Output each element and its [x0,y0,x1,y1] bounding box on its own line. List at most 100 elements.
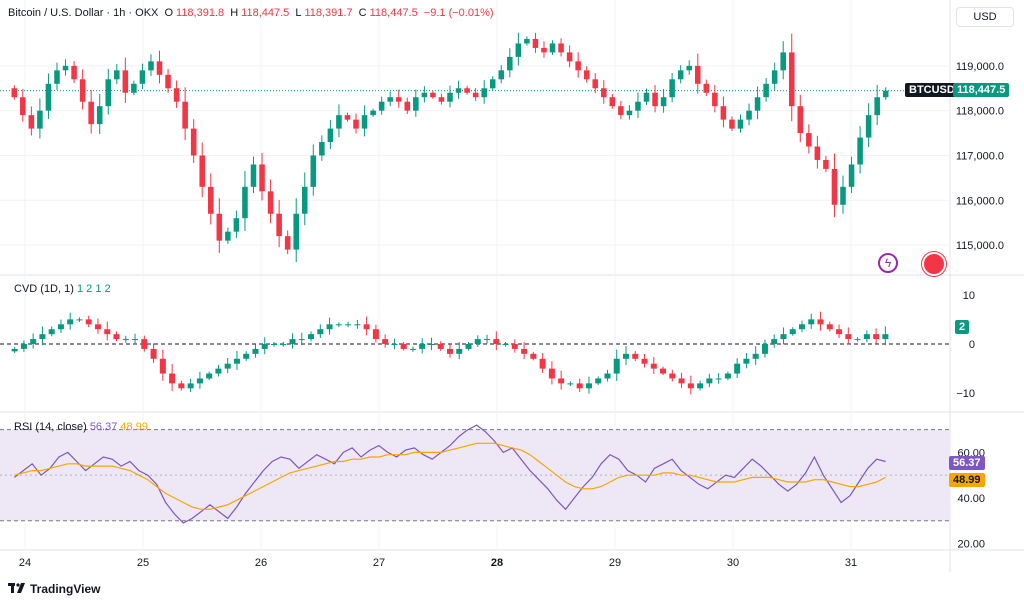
price-candle [575,61,581,71]
cvd-candle [484,339,491,341]
price-candle [848,164,855,187]
price-candle [242,186,248,219]
price-candle [481,88,487,98]
price-tick-label: 117,000.0 [956,150,1004,162]
price-candle [507,56,513,71]
cvd-candle [428,344,435,345]
price-candle [378,101,385,111]
rsi-ma-value: 48.99 [120,421,148,433]
rsi-value: 56.37 [89,421,118,433]
price-candle [447,92,453,102]
cvd-label[interactable]: CVD (1D, 1) [14,283,74,295]
cvd-candle [67,319,74,325]
cvd-candle [697,383,704,389]
price-candle [190,128,197,156]
us-flag-icon[interactable] [922,252,946,276]
cvd-candle [400,344,407,349]
price-candle [823,159,829,169]
cvd-candle [196,378,203,384]
price-candle [618,106,624,116]
price-candle [464,88,470,93]
low-value: 118,391.7 [304,7,353,19]
open-value: 118,391.8 [176,7,225,19]
cvd-candle [150,348,157,359]
cvd-candle [20,344,27,349]
cvd-tick-label: 10 [963,290,975,302]
price-candle [609,97,616,107]
rsi-tick-label: 20.00 [957,538,985,550]
price-candle [865,115,872,138]
cvd-candle [437,344,444,349]
cvd-candle [30,339,37,344]
cvd-candle [289,339,296,344]
price-candle [515,43,522,57]
price-candle [541,47,547,53]
cvd-candle [94,324,102,330]
cvd-candle [548,368,555,379]
price-candle [336,115,342,129]
cvd-candle [687,383,694,389]
price-candle [652,92,658,107]
cvd-candle [252,348,259,354]
cvd-candle [391,344,398,345]
price-candle [703,83,710,93]
price-candle [601,88,607,98]
close-label: C [358,7,367,19]
cvd-candle [585,383,592,389]
price-candle [626,110,633,116]
price-candles [11,32,889,263]
cvd-candle [178,383,185,389]
price-candle [874,97,880,116]
cvd-candle [734,363,741,374]
price-tick-label: 116,000.0 [956,195,1004,207]
currency-button[interactable]: USD [956,7,1014,27]
cvd-candle [419,344,426,349]
cvd-candle [798,324,806,330]
cvd-candle [632,353,639,359]
x-tick-label: 27 [373,557,385,569]
lightning-icon[interactable]: ϟ [878,253,898,273]
cvd-candle [493,339,500,344]
symbol-title[interactable]: Bitcoin / U.S. Dollar · 1h · OKX [8,7,159,19]
cvd-tick-label: −10 [956,388,975,400]
price-candle [771,70,778,84]
tradingview-icon [8,583,25,593]
price-candle [694,65,701,84]
ticker-tag: BTCUSD [905,83,959,97]
price-candle [327,128,334,143]
x-tick-label: 24 [19,557,31,569]
cvd-candle [382,339,389,344]
price-candle [216,213,223,241]
price-candle [208,186,214,214]
rsi-label[interactable]: RSI (14, close) [14,421,87,433]
rsi-tag: 56.37 [949,456,985,470]
tradingview-logo[interactable]: TradingView [8,582,100,596]
price-candle [79,79,86,102]
cvd-candle [863,334,870,340]
price-candle [566,52,573,62]
price-candle [489,79,496,89]
cvd-candle [595,378,602,384]
cvd-candle [706,378,713,384]
price-candle [430,92,436,98]
cvd-candle [215,368,222,374]
cvd-candle [335,324,342,326]
cvd-candle [826,324,833,330]
cvd-candle [743,358,750,364]
price-candle [421,92,428,98]
price-candle [148,61,154,71]
price-candle [20,97,26,116]
price-candle [225,231,231,241]
cvd-candle [409,348,416,350]
cvd-candle [280,344,287,345]
rsi-legend: RSI (14, close) 56.37 48.99 [14,421,148,433]
price-candle [259,164,265,192]
cvd-candle [261,344,268,349]
brand-name: TradingView [30,582,101,596]
price-tick-label: 115,000.0 [956,240,1004,252]
cvd-candle [122,339,129,341]
cvd-candle [85,319,92,325]
price-candle [643,92,650,102]
cvd-candle [317,329,324,335]
